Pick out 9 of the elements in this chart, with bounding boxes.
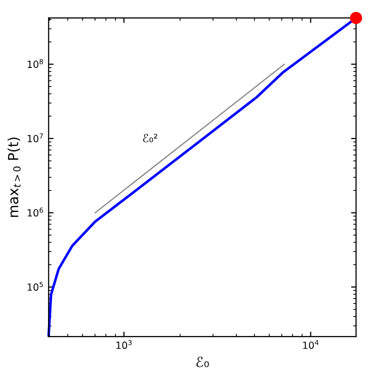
y-tick-label: 10$^{7}$	[28, 133, 43, 142]
x-tick-label: 10$^{4}$	[303, 340, 319, 349]
x-axis-title: ℰ₀	[196, 356, 209, 368]
annotation: ℰ₀²	[143, 134, 158, 142]
y-tick-label: 10$^{8}$	[28, 59, 43, 68]
x-tick-label: 10$^{3}$	[116, 340, 132, 349]
y-tick-label: 10$^{6}$	[28, 208, 44, 217]
y-tick-label: 10$^{5}$	[28, 282, 43, 291]
y-axis-title: max$_{t>0}$ P(t)	[8, 138, 21, 217]
